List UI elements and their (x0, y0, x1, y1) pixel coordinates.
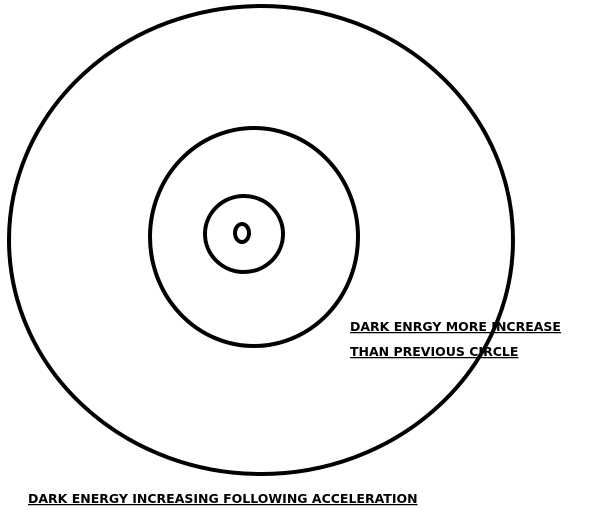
middle-circle (148, 126, 360, 348)
outer-circle (7, 4, 515, 476)
core-circle (233, 222, 251, 244)
inner-circle (203, 194, 285, 274)
annotation-line: DARK ENRGY MORE INCREASE (350, 319, 561, 334)
caption: DARK ENERGY INCREASING FOLLOWING ACCELER… (28, 491, 418, 506)
annotation-line: THAN PREVIOUS CIRCLE (350, 344, 518, 359)
